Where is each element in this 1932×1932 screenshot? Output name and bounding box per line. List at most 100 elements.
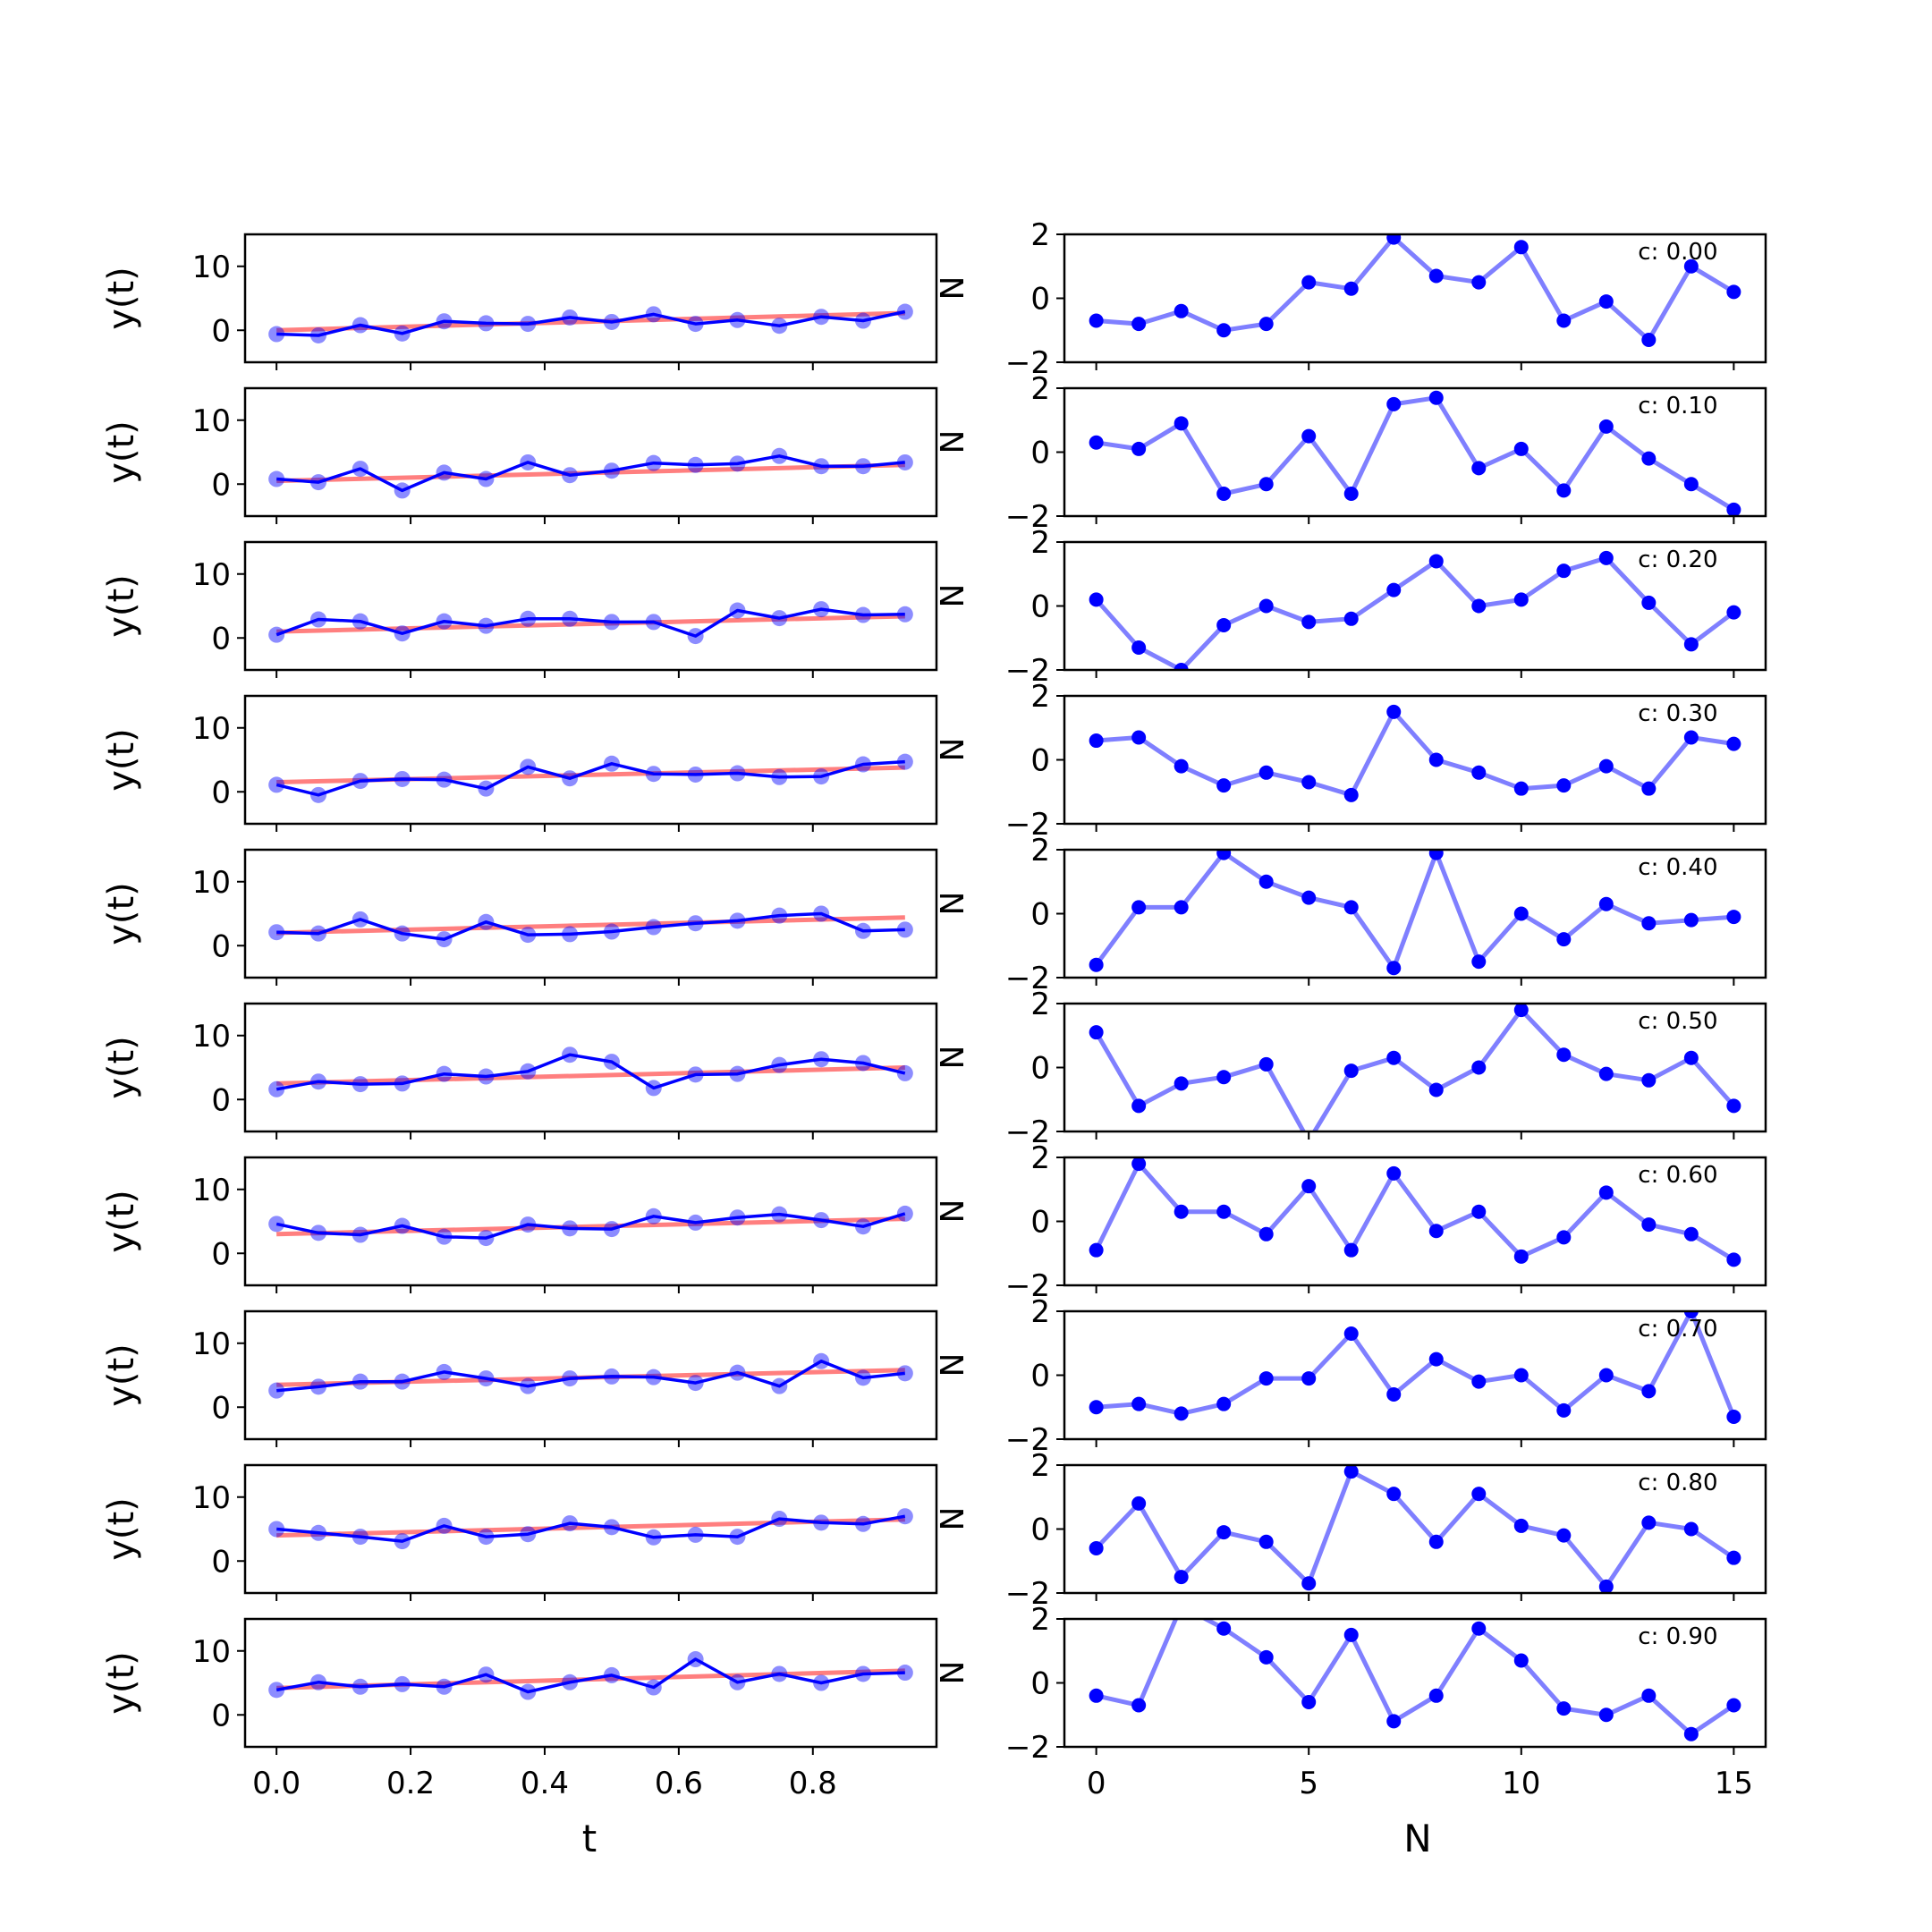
data-point-residuals-8-2	[1174, 1570, 1189, 1585]
data-point-residuals-2-11	[1556, 564, 1572, 579]
data-point-residuals-8-3	[1216, 1525, 1232, 1540]
data-marker-time-series-6-0	[268, 1216, 285, 1233]
data-point-residuals-5-14	[1683, 1050, 1699, 1065]
y-tick-label-time-series-5-10: 10	[192, 1019, 231, 1055]
data-point-residuals-8-0	[1089, 1540, 1104, 1555]
data-point-residuals-7-13	[1641, 1384, 1657, 1399]
panel-residuals-0: c: 0.00 −2 0 2	[1005, 217, 1767, 381]
data-point-residuals-0-5	[1301, 275, 1317, 290]
panel-residuals-8: c: 0.80 −2 0 2	[1005, 1448, 1767, 1612]
data-point-residuals-6-9	[1471, 1204, 1487, 1219]
data-point-residuals-0-1	[1131, 317, 1147, 332]
y-tick-label-residuals-4--2: −2	[1005, 961, 1050, 996]
data-point-residuals-4-7	[1386, 961, 1402, 976]
data-point-residuals-8-14	[1683, 1521, 1699, 1537]
y-tick-label-time-series-7-10: 10	[192, 1326, 231, 1362]
data-line-residuals-4	[1094, 851, 1734, 970]
annotation-residuals-4: c: 0.40	[1638, 854, 1717, 881]
data-point-residuals-9-4	[1258, 1649, 1274, 1665]
data-point-residuals-0-12	[1598, 294, 1614, 309]
data-point-residuals-1-1	[1131, 441, 1147, 456]
plot-area-time-series-7	[268, 1352, 913, 1399]
data-point-residuals-9-1	[1131, 1698, 1147, 1713]
data-point-residuals-8-1	[1131, 1496, 1147, 1511]
data-point-residuals-3-10	[1513, 781, 1529, 796]
x-tick-label-residuals-9-3: 15	[1715, 1766, 1753, 1801]
data-point-residuals-3-15	[1726, 736, 1741, 751]
annotation-residuals-3: c: 0.30	[1638, 700, 1717, 727]
data-point-residuals-3-4	[1258, 765, 1274, 780]
plot-area-residuals-7	[1089, 1311, 1741, 1424]
data-point-residuals-9-15	[1726, 1698, 1741, 1713]
y-axis-label-time-series-8: y(t)	[101, 1497, 142, 1561]
plot-area-residuals-4	[1089, 850, 1741, 976]
plot-area-residuals-2	[1089, 550, 1741, 670]
plot-area-time-series-9	[268, 1651, 913, 1700]
data-line-residuals-0	[1096, 235, 1735, 343]
data-marker-time-series-3-15	[896, 753, 913, 770]
fit-line-time-series-5	[276, 1065, 905, 1086]
plot-area-residuals-3	[1089, 704, 1741, 802]
data-point-residuals-7-12	[1598, 1368, 1614, 1383]
data-point-residuals-7-2	[1174, 1406, 1189, 1421]
data-point-residuals-1-10	[1513, 441, 1529, 456]
data-point-residuals-0-9	[1471, 275, 1487, 290]
right-y-axis-label-3: N	[935, 738, 971, 762]
data-point-residuals-0-7	[1386, 234, 1402, 245]
data-point-residuals-4-4	[1258, 874, 1274, 889]
y-axis-label-time-series-3: y(t)	[101, 728, 142, 792]
data-point-residuals-7-9	[1471, 1374, 1487, 1389]
y-tick-label-residuals-8-2: 2	[1030, 1448, 1050, 1484]
data-line-time-series-8	[276, 1514, 906, 1543]
data-point-residuals-2-5	[1301, 614, 1317, 630]
y-tick-label-residuals-9--2: −2	[1005, 1730, 1050, 1766]
data-point-residuals-8-12	[1598, 1579, 1614, 1593]
data-point-residuals-4-15	[1726, 910, 1741, 925]
data-point-residuals-5-9	[1471, 1060, 1487, 1075]
data-point-residuals-7-4	[1258, 1371, 1274, 1386]
y-tick-label-time-series-9-10: 10	[192, 1634, 231, 1670]
data-point-residuals-8-5	[1301, 1576, 1317, 1591]
right-y-axis-label-9: N	[935, 1661, 971, 1685]
data-point-residuals-6-10	[1513, 1249, 1529, 1264]
data-point-residuals-2-2	[1174, 663, 1189, 670]
data-point-residuals-9-13	[1641, 1688, 1657, 1703]
data-point-residuals-7-15	[1726, 1409, 1741, 1424]
data-line-residuals-7	[1096, 1311, 1736, 1418]
data-point-residuals-0-4	[1258, 317, 1274, 332]
panel-residuals-5: c: 0.50 −2 0 2	[1005, 987, 1767, 1150]
data-point-residuals-7-0	[1089, 1400, 1104, 1415]
data-point-residuals-1-3	[1216, 486, 1232, 501]
data-line-time-series-7	[276, 1360, 905, 1393]
data-line-residuals-8	[1094, 1469, 1735, 1589]
y-tick-label-residuals-0-0: 0	[1030, 282, 1050, 318]
panel-time-series-8: 0 10 y(t)	[101, 1463, 938, 1601]
data-point-residuals-8-7	[1386, 1487, 1402, 1502]
data-point-residuals-1-9	[1471, 461, 1487, 476]
data-marker-time-series-8-15	[896, 1508, 913, 1525]
data-point-residuals-4-14	[1683, 912, 1699, 928]
x-tick-label-time-series-9-2: 0.4	[521, 1766, 569, 1801]
data-point-residuals-7-11	[1556, 1402, 1572, 1418]
data-point-residuals-6-7	[1386, 1165, 1402, 1181]
data-marker-time-series-2-15	[896, 606, 913, 623]
data-point-residuals-6-11	[1556, 1230, 1572, 1245]
data-point-residuals-9-10	[1513, 1653, 1529, 1668]
y-axis-label-time-series-6: y(t)	[101, 1190, 142, 1253]
panel-residuals-3: c: 0.30 −2 0 2	[1005, 679, 1767, 843]
y-tick-label-time-series-5-0: 0	[211, 1082, 231, 1118]
plot-area-residuals-0	[1089, 234, 1741, 347]
annotation-residuals-9: c: 0.90	[1638, 1623, 1717, 1650]
data-point-residuals-7-5	[1301, 1371, 1317, 1386]
data-point-residuals-2-15	[1726, 605, 1741, 620]
data-marker-time-series-6-15	[896, 1205, 913, 1222]
data-marker-time-series-0-15	[896, 303, 913, 320]
y-tick-label-time-series-3-0: 0	[211, 775, 231, 810]
data-point-residuals-1-11	[1556, 483, 1572, 498]
panel-time-series-9: 0 10 0.0 0.2 0.4 0.6 0.8 y(t)	[101, 1617, 938, 1801]
data-point-residuals-8-4	[1258, 1534, 1274, 1549]
axes-frame-time-series-6	[243, 1156, 938, 1287]
data-point-residuals-5-0	[1089, 1025, 1104, 1040]
data-line-residuals-1	[1096, 395, 1735, 513]
data-point-residuals-1-8	[1428, 390, 1444, 405]
